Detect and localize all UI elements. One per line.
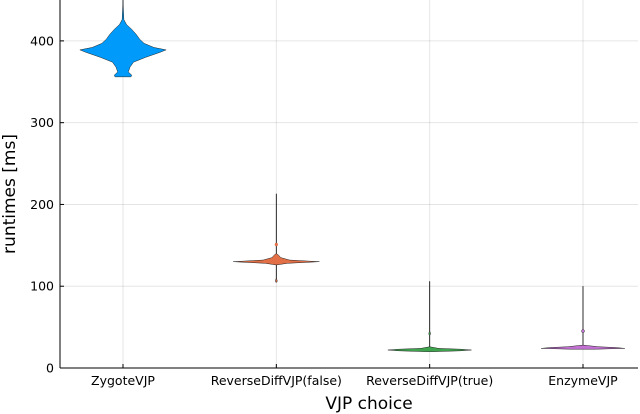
y-tick-label: 400 (30, 33, 54, 48)
x-tick-label: EnzymeVJP (548, 373, 618, 388)
y-tick-label: 0 (46, 361, 54, 376)
x-tick-label: ZygoteVJP (91, 373, 155, 388)
violin-ReverseDiffVJP(false) (233, 193, 320, 283)
y-tick-label: 300 (30, 115, 54, 130)
y-tick-label: 100 (30, 279, 54, 294)
violin-body (79, 0, 167, 78)
violin-body (541, 286, 625, 350)
violin-body (233, 193, 320, 283)
y-tick-label: 200 (30, 197, 54, 212)
violin-ZygoteVJP (79, 0, 167, 78)
outlier-point (274, 242, 278, 247)
x-tick-label: ReverseDiffVJP(false) (211, 373, 342, 388)
y-axis-title: runtimes [ms] (0, 134, 20, 254)
violin-body (387, 281, 472, 352)
x-axis-title: VJP choice (325, 394, 412, 414)
violin-ReverseDiffVJP(true) (387, 281, 472, 352)
violin-EnzymeVJP (541, 286, 625, 350)
violins (79, 0, 625, 352)
x-tick-labels: ZygoteVJP ReverseDiffVJP(false) ReverseDif… (91, 364, 618, 388)
y-tick-labels: 0 100 200 300 400 (30, 33, 64, 376)
x-tick-label: ReverseDiffVJP(true) (366, 373, 493, 388)
